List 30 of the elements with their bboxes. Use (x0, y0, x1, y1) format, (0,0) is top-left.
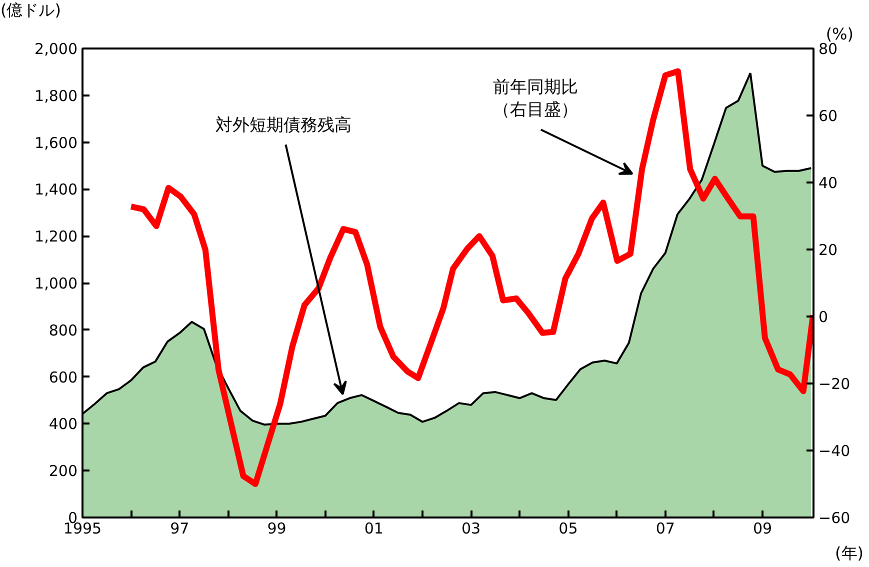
y-tick-label: 600 (48, 368, 78, 386)
y2-tick-label: 20 (818, 241, 838, 259)
annotation: （右目盛） (493, 100, 578, 120)
y-tick-label: 1,400 (34, 180, 78, 199)
y2-tick-label: 40 (818, 174, 838, 192)
y-tick-label: 1,800 (34, 86, 78, 105)
x-tick-label: 05 (558, 520, 578, 538)
x-tick-label: 97 (170, 520, 190, 538)
y-tick-label: 1,600 (34, 134, 78, 152)
annotation: 対外短期債務残高 (216, 115, 352, 136)
x-tick-label: 09 (752, 520, 772, 538)
y2-tick-label: −20 (818, 375, 850, 393)
x-axis-title: (年) (835, 544, 864, 562)
y2-tick-label: −60 (818, 509, 850, 527)
x-tick-label: 07 (656, 520, 675, 538)
y-tick-label: 200 (48, 462, 78, 480)
x-tick-label: 03 (462, 520, 481, 538)
y2-tick-label: 60 (818, 107, 838, 125)
y-axis-title: (億ドル) (0, 0, 61, 20)
x-tick-label: 99 (267, 520, 286, 538)
y-tick-label: 400 (48, 415, 78, 434)
annotation: 前年同期比 (493, 78, 578, 98)
y2-tick-label: −40 (818, 442, 850, 460)
y2-tick-label: 0 (818, 308, 828, 326)
y2-axis-title: (%) (826, 24, 854, 44)
y-tick-label: 800 (48, 321, 78, 340)
y-tick-label: 1,200 (34, 228, 78, 246)
x-tick-label: 01 (364, 520, 384, 538)
y-tick-label: 1,000 (34, 274, 78, 292)
y-tick-label: 2,000 (34, 40, 78, 58)
